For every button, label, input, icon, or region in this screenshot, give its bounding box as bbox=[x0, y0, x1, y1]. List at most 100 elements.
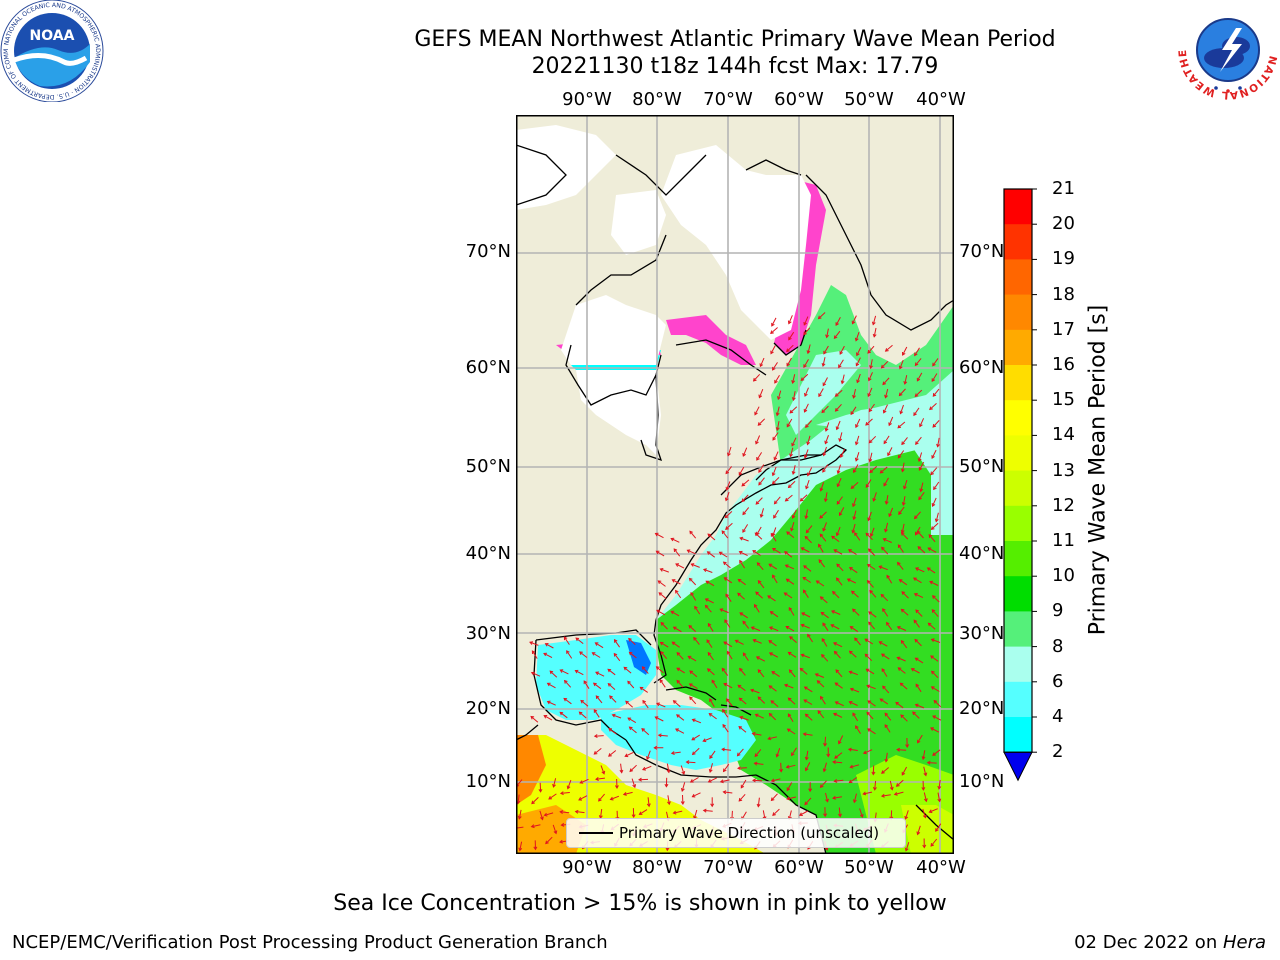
direction-arrow bbox=[818, 559, 826, 568]
host-name: Hera bbox=[1222, 932, 1266, 953]
direction-arrow bbox=[834, 779, 844, 782]
direction-arrow bbox=[723, 641, 733, 648]
direction-arrowhead bbox=[802, 732, 807, 737]
direction-arrowhead bbox=[706, 551, 711, 555]
direction-arrowhead bbox=[770, 700, 775, 704]
direction-arrow bbox=[772, 466, 777, 476]
direction-arrow bbox=[737, 592, 745, 600]
direction-arrowhead bbox=[901, 441, 905, 446]
direction-arrowhead bbox=[918, 466, 923, 471]
direction-arrowhead bbox=[862, 750, 867, 755]
direction-arrowhead bbox=[688, 624, 693, 629]
direction-arrowhead bbox=[854, 637, 858, 642]
direction-arrow bbox=[836, 420, 841, 430]
direction-arrowhead bbox=[783, 592, 788, 596]
direction-arrow bbox=[741, 494, 749, 502]
colorbar-tick-label: 6 bbox=[1052, 670, 1064, 692]
direction-arrowhead bbox=[722, 723, 727, 728]
direction-arrowhead bbox=[880, 364, 885, 369]
direction-arrowhead bbox=[803, 565, 807, 569]
lon-label-top: 80°W bbox=[632, 89, 682, 110]
direction-arrow bbox=[821, 654, 829, 662]
direction-arrowhead bbox=[833, 642, 837, 646]
direction-arrowhead bbox=[786, 796, 791, 801]
direction-arrowhead bbox=[657, 733, 662, 738]
direction-arrow bbox=[852, 315, 857, 324]
direction-arrow bbox=[841, 374, 845, 384]
direction-arrow bbox=[868, 611, 877, 618]
direction-arrowhead bbox=[898, 579, 903, 583]
direction-arrow bbox=[905, 842, 910, 851]
direction-arrow bbox=[692, 719, 702, 724]
direction-arrow bbox=[788, 651, 797, 658]
direction-arrow bbox=[836, 577, 843, 586]
direction-arrowhead bbox=[833, 779, 838, 783]
direction-arrow bbox=[739, 560, 746, 569]
direction-arrow bbox=[914, 347, 920, 356]
direction-arrowhead bbox=[912, 577, 917, 581]
direction-arrowhead bbox=[725, 593, 729, 598]
direction-arrowhead bbox=[852, 799, 857, 804]
direction-arrowhead bbox=[517, 815, 522, 820]
direction-arrow bbox=[869, 590, 877, 598]
direction-arrow bbox=[752, 779, 763, 782]
direction-arrow bbox=[723, 561, 731, 569]
direction-arrow bbox=[660, 568, 669, 573]
direction-arrowhead bbox=[770, 778, 775, 783]
direction-arrow bbox=[899, 579, 908, 586]
direction-arrow bbox=[531, 797, 539, 804]
direction-arrowhead bbox=[872, 333, 877, 338]
direction-arrowhead bbox=[791, 752, 795, 757]
direction-arrow bbox=[800, 668, 808, 675]
lon-label-bottom: 50°W bbox=[844, 857, 894, 878]
direction-arrowhead bbox=[788, 606, 793, 611]
direction-arrow bbox=[917, 530, 924, 539]
direction-arrow bbox=[719, 551, 728, 558]
direction-arrowhead bbox=[904, 847, 909, 852]
direction-arrowhead bbox=[855, 362, 860, 367]
direction-arrowhead bbox=[693, 636, 697, 641]
direction-arrow bbox=[881, 794, 891, 797]
direction-arrowhead bbox=[553, 830, 558, 835]
direction-arrow bbox=[870, 527, 875, 537]
direction-arrowhead bbox=[868, 611, 873, 615]
direction-arrowhead bbox=[638, 777, 642, 782]
direction-arrowhead bbox=[804, 392, 808, 397]
direction-arrow bbox=[595, 695, 603, 704]
direction-arrowhead bbox=[777, 396, 781, 401]
direction-arrow bbox=[863, 749, 873, 754]
direction-arrowhead bbox=[681, 770, 686, 775]
direction-arrowhead bbox=[546, 700, 551, 705]
direction-arrow bbox=[758, 389, 764, 398]
direction-arrow bbox=[691, 563, 700, 568]
direction-arrowhead bbox=[880, 653, 885, 658]
direction-arrowhead bbox=[800, 547, 805, 551]
direction-arrowhead bbox=[723, 641, 728, 645]
direction-arrowhead bbox=[786, 423, 791, 428]
direction-arrow bbox=[530, 716, 539, 723]
direction-arrow bbox=[721, 668, 729, 676]
direction-arrowhead bbox=[897, 454, 902, 459]
direction-arrowhead bbox=[912, 711, 916, 716]
direction-arrow bbox=[784, 684, 794, 689]
lon-label-bottom: 80°W bbox=[632, 857, 682, 878]
direction-arrowhead bbox=[758, 481, 762, 486]
direction-arrow bbox=[836, 496, 843, 505]
direction-arrowhead bbox=[847, 549, 852, 553]
direction-arrowhead bbox=[670, 537, 675, 542]
direction-arrowhead bbox=[834, 682, 839, 687]
direction-arrow bbox=[656, 702, 666, 708]
direction-arrowhead bbox=[918, 496, 922, 501]
direction-arrowhead bbox=[608, 753, 612, 757]
direction-arrowhead bbox=[739, 536, 744, 541]
direction-arrow bbox=[897, 657, 906, 662]
direction-arrow bbox=[873, 492, 877, 502]
direction-arrow bbox=[821, 638, 828, 647]
wave-map bbox=[516, 115, 954, 854]
direction-arrow bbox=[839, 432, 843, 442]
direction-arrow bbox=[863, 791, 873, 795]
direction-arrow bbox=[820, 696, 826, 705]
direction-arrow bbox=[673, 548, 681, 557]
direction-arrowhead bbox=[930, 471, 934, 476]
direction-arrowhead bbox=[641, 766, 646, 771]
